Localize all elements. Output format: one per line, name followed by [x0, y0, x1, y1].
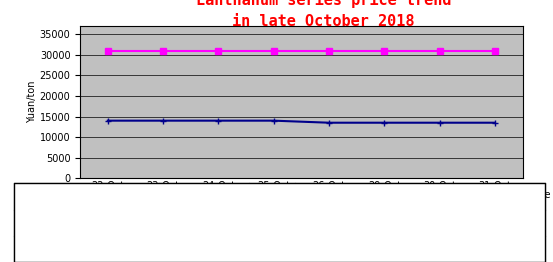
Text: Date: Date [527, 190, 550, 200]
Text: 31000: 31000 [167, 244, 196, 253]
Text: 31000: 31000 [258, 244, 286, 253]
Text: La2O3  ≥99%: La2O3 ≥99% [47, 218, 105, 227]
Text: 13500: 13500 [303, 218, 332, 227]
Text: in late October 2018: in late October 2018 [232, 14, 415, 29]
Text: 31000: 31000 [348, 244, 377, 253]
Text: 25-Oct: 25-Oct [257, 192, 288, 201]
Text: 23-Oct: 23-Oct [166, 192, 197, 201]
Text: 26-Oct: 26-Oct [302, 192, 333, 201]
Text: 31000: 31000 [439, 244, 468, 253]
Text: 24-Oct: 24-Oct [212, 192, 242, 201]
Text: Lanthanum series price trend: Lanthanum series price trend [196, 0, 451, 8]
Text: 31-Oct: 31-Oct [438, 192, 469, 201]
Text: 30-Oct: 30-Oct [393, 192, 424, 201]
Text: La2O3  ≥99.999%: La2O3 ≥99.999% [47, 244, 123, 253]
Text: 13500: 13500 [394, 218, 422, 227]
Text: 14000: 14000 [212, 218, 241, 227]
Text: 14000: 14000 [122, 218, 150, 227]
Text: 31000: 31000 [394, 244, 422, 253]
Text: 29-Oct: 29-Oct [347, 192, 378, 201]
Text: 14000: 14000 [167, 218, 196, 227]
Text: 31000: 31000 [122, 244, 150, 253]
Text: 31000: 31000 [212, 244, 241, 253]
Text: 31000: 31000 [303, 244, 332, 253]
Text: 13500: 13500 [439, 218, 468, 227]
Text: 14000: 14000 [258, 218, 286, 227]
Y-axis label: Yuan/ton: Yuan/ton [27, 81, 37, 123]
Text: 22-Oct: 22-Oct [121, 192, 151, 201]
Text: 13500: 13500 [348, 218, 377, 227]
